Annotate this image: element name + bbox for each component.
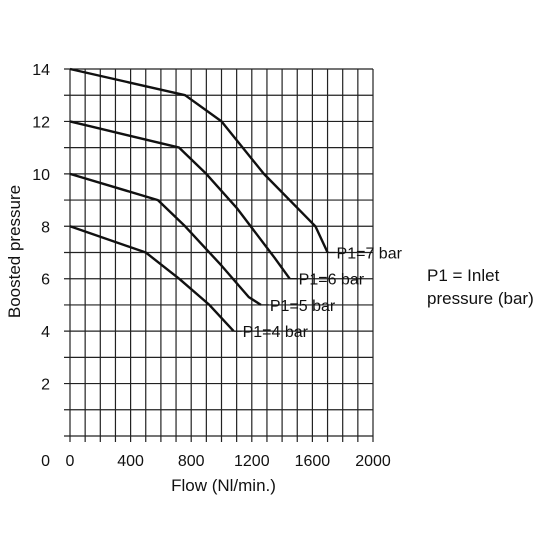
x-tick-label: 1600 <box>295 453 331 470</box>
curve-label: P1=5 bar <box>270 298 336 315</box>
x-tick-label: 1200 <box>234 453 270 470</box>
y-tick-label: 12 <box>32 114 50 131</box>
pressure-curve <box>69 172 262 306</box>
y-tick-label: 2 <box>41 377 50 394</box>
x-axis-title: Flow (Nl/min.) <box>171 476 276 495</box>
y-tick-label: 10 <box>32 167 50 184</box>
y-tick-label: 4 <box>41 324 50 341</box>
origin-tick-label: 0 <box>41 453 50 470</box>
inlet-pressure-note: P1 = Inlet pressure (bar) <box>427 264 534 310</box>
y-axis-title: Boosted pressure <box>5 185 24 318</box>
x-tick-label: 400 <box>117 453 144 470</box>
curve-labels: P1=7 bar P1=6 bar P1=5 bar P1=4 bar <box>233 246 403 341</box>
chart-grid <box>64 68 374 442</box>
pressure-curve <box>69 225 235 332</box>
curve-label: P1=4 bar <box>243 324 309 341</box>
pressure-curve <box>69 67 329 254</box>
x-tick-label: 0 <box>66 453 75 470</box>
tick-labels: 0 400 800 1200 1600 2000 2 4 6 8 10 12 14 0 <box>32 62 391 470</box>
curve-label: P1=6 bar <box>299 272 365 289</box>
x-tick-label: 2000 <box>355 453 391 470</box>
curve-series <box>69 67 329 332</box>
pressure-curve <box>69 120 291 280</box>
note-line-1: P1 = Inlet <box>427 266 500 285</box>
y-tick-label: 8 <box>41 219 50 236</box>
y-tick-label: 14 <box>32 62 50 79</box>
y-tick-label: 6 <box>41 272 50 289</box>
note-line-2: pressure (bar) <box>427 289 534 308</box>
x-tick-label: 800 <box>178 453 205 470</box>
curve-label: P1=7 bar <box>337 246 403 263</box>
